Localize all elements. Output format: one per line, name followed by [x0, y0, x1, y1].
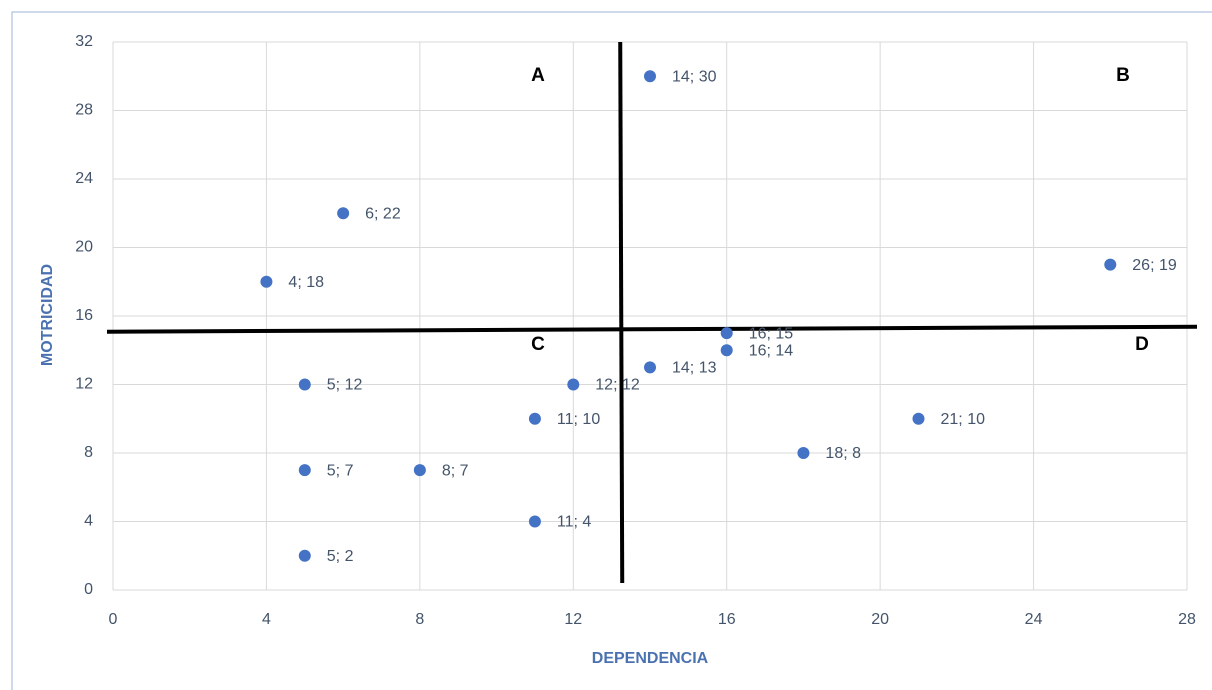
y-tick-label: 0	[84, 581, 93, 598]
point	[528, 412, 541, 425]
point	[298, 464, 311, 477]
quadrant-label: C	[531, 334, 545, 355]
point	[337, 207, 350, 220]
chart-frame	[11, 11, 1212, 690]
data-label: 16; 14	[749, 342, 794, 359]
y-tick-label: 16	[75, 307, 93, 324]
y-tick-label: 20	[75, 239, 93, 256]
point	[298, 378, 311, 391]
data-label: 5; 2	[327, 548, 354, 565]
data-label: 21; 10	[941, 411, 986, 428]
data-label: 26; 19	[1132, 257, 1177, 274]
point	[413, 464, 426, 477]
y-tick-label: 12	[75, 376, 93, 393]
y-tick-label: 28	[75, 102, 93, 119]
data-label: 16; 15	[749, 325, 794, 342]
data-label: 11; 4	[557, 514, 592, 531]
x-tick-label: 8	[415, 611, 424, 628]
x-tick-label: 20	[871, 611, 889, 628]
data-label: 5; 12	[327, 377, 363, 394]
point	[1104, 258, 1117, 271]
x-tick-label: 24	[1025, 611, 1043, 628]
point	[260, 275, 273, 288]
y-tick-label: 8	[84, 444, 93, 461]
point	[644, 361, 656, 374]
point	[528, 515, 541, 528]
point	[720, 344, 733, 357]
point	[298, 549, 311, 562]
data-label: 8; 7	[442, 462, 469, 479]
point	[644, 70, 656, 83]
quadrant-label: D	[1135, 334, 1149, 355]
data-label: 4; 18	[288, 274, 324, 291]
x-tick-label: 16	[718, 611, 736, 628]
x-tick-label: 4	[262, 611, 271, 628]
quadrant-label: A	[531, 65, 545, 86]
point	[912, 412, 925, 425]
x-tick-label: 0	[109, 611, 118, 628]
data-label: 14; 30	[672, 68, 717, 85]
data-label: 18; 8	[825, 445, 861, 462]
x-axis-title: DEPENDENCIA	[592, 650, 709, 667]
x-tick-label: 12	[564, 611, 582, 628]
data-label: 14; 13	[672, 360, 717, 377]
data-label: 6; 22	[365, 205, 401, 222]
quadrant-divider	[106, 324, 1198, 334]
data-label: 12; 12	[595, 377, 640, 394]
y-tick-label: 32	[75, 33, 93, 50]
point	[720, 327, 733, 340]
point	[567, 378, 580, 391]
y-tick-label: 4	[84, 513, 93, 530]
x-tick-label: 28	[1178, 611, 1196, 628]
data-label: 11; 10	[557, 411, 600, 428]
quadrant-label: B	[1116, 65, 1130, 86]
y-tick-label: 24	[75, 170, 93, 187]
quadrant-divider	[618, 41, 625, 584]
y-axis-title: MOTRICIDAD	[39, 264, 56, 366]
data-label: 5; 7	[327, 462, 354, 479]
point	[797, 447, 810, 459]
